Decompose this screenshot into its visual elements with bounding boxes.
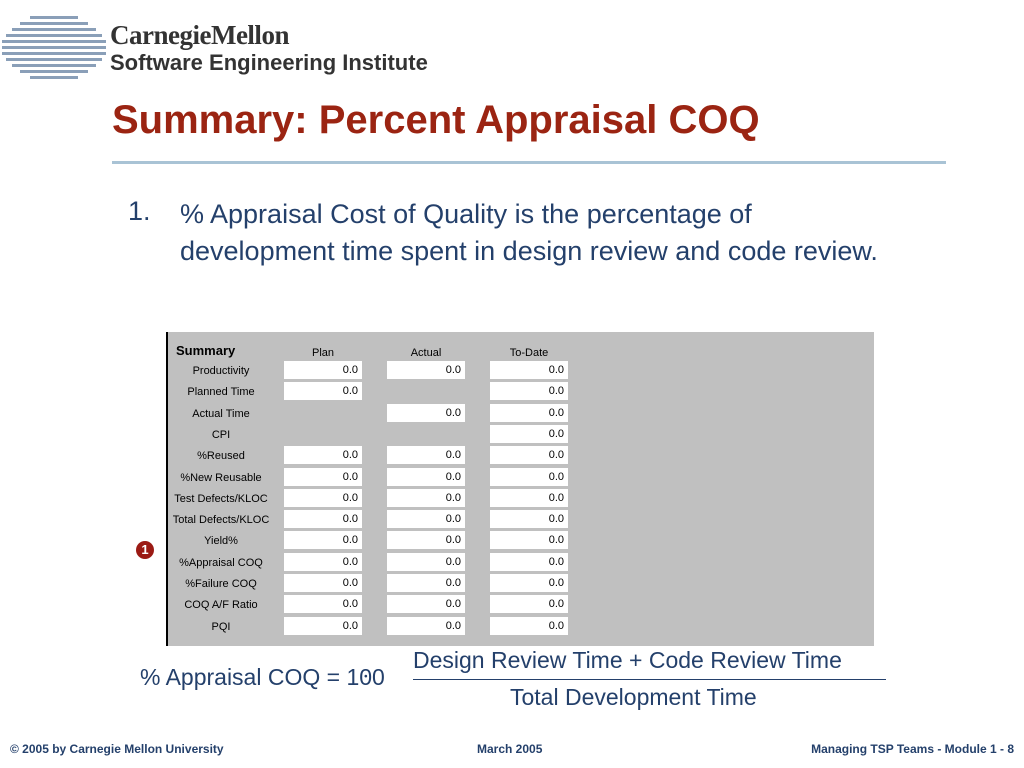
slide-title: Summary: Percent Appraisal COQ: [112, 98, 760, 142]
cell-todate[interactable]: 0.0: [490, 424, 568, 443]
cell-actual[interactable]: 0.0: [387, 361, 465, 379]
table-row: CPI 0.0: [168, 424, 588, 446]
cell-actual[interactable]: 0.0: [387, 531, 465, 550]
bullet-number: 1.: [128, 196, 151, 226]
cell-actual[interactable]: 0.0: [387, 446, 465, 465]
summary-table: Summary Plan Actual To-Date Productivity…: [166, 332, 874, 646]
cell-actual[interactable]: 0.0: [387, 552, 465, 571]
cell-actual[interactable]: 0.0: [387, 616, 465, 635]
row-label: COQ A/F Ratio: [184, 599, 258, 612]
bullet-text: % Appraisal Cost of Quality is the perce…: [180, 199, 878, 266]
cell-plan[interactable]: 0.0: [284, 574, 362, 592]
column-header-actual: Actual: [410, 347, 442, 359]
row-label: Actual Time: [192, 407, 250, 420]
cell-todate[interactable]: 0.0: [490, 403, 568, 422]
table-row: %Reused 0.0 0.0 0.0: [168, 446, 588, 467]
row-label: Yield%: [204, 535, 238, 548]
cell-todate[interactable]: 0.0: [490, 552, 568, 571]
formula-multiply: ·: [362, 664, 370, 689]
row-label: Test Defects/KLOC: [174, 492, 268, 505]
table-row: PQI 0.0 0.0 0.0: [168, 616, 588, 638]
logo-line1: CarnegieMellon: [110, 20, 289, 50]
table-row: Yield% 0.0 0.0 0.0: [168, 531, 588, 552]
logo-line2: Software Engineering Institute: [110, 50, 428, 75]
cell-actual[interactable]: 0.0: [387, 488, 465, 507]
cell-actual[interactable]: 0.0: [387, 510, 465, 529]
cell-actual[interactable]: 0.0: [387, 595, 465, 614]
cell-todate[interactable]: 0.0: [490, 382, 568, 401]
cell-todate[interactable]: 0.0: [490, 595, 568, 614]
table-row: %Failure COQ 0.0 0.0 0.0: [168, 574, 588, 595]
row-label: %Failure COQ: [185, 578, 257, 590]
cell-actual[interactable]: 0.0: [387, 467, 465, 486]
table-row: %Appraisal COQ 0.0 0.0 0.0: [168, 552, 588, 574]
table-row: Productivity 0.0 0.0 0.0: [168, 361, 588, 382]
table-row: COQ A/F Ratio 0.0 0.0 0.0: [168, 595, 588, 616]
cell-todate[interactable]: 0.0: [490, 531, 568, 550]
sei-logo-stripes-icon: [2, 16, 106, 79]
sei-logo: CarnegieMellon Software Engineering Inst…: [110, 20, 428, 76]
cell-plan[interactable]: 0.0: [284, 361, 362, 379]
summary-table-title: Summary: [176, 343, 236, 358]
cell-todate[interactable]: 0.0: [490, 467, 568, 486]
formula-numerator: Design Review Time + Code Review Time: [413, 647, 842, 673]
row-label: Productivity: [192, 365, 250, 377]
row-label: %Appraisal COQ: [179, 556, 263, 569]
formula-fraction-bar: [413, 679, 886, 680]
cell-todate[interactable]: 0.0: [490, 616, 568, 635]
cell-todate[interactable]: 0.0: [490, 510, 568, 529]
formula-denominator: Total Development Time: [510, 684, 757, 710]
cell-actual[interactable]: 0.0: [387, 403, 465, 422]
cell-plan[interactable]: 0.0: [284, 552, 362, 571]
cell-actual[interactable]: 0.0: [387, 574, 465, 592]
row-label: %New Reusable: [180, 471, 262, 484]
table-row: %New Reusable 0.0 0.0 0.0: [168, 467, 588, 489]
cell-todate[interactable]: 0.0: [490, 446, 568, 465]
table-row: Test Defects/KLOC 0.0 0.0 0.0: [168, 488, 588, 510]
cell-plan[interactable]: 0.0: [284, 510, 362, 529]
column-header-todate: To-Date: [509, 347, 549, 359]
cell-todate[interactable]: 0.0: [490, 488, 568, 507]
formula-lhs: % Appraisal COQ = 100: [140, 664, 385, 690]
cell-plan[interactable]: 0.0: [284, 446, 362, 465]
cell-plan[interactable]: 0.0: [284, 467, 362, 486]
cell-plan[interactable]: 0.0: [284, 531, 362, 550]
table-row: Planned Time 0.0 0.0: [168, 382, 588, 403]
row-label: PQI: [211, 620, 231, 633]
row-label: Total Defects/KLOC: [172, 514, 270, 527]
cell-plan[interactable]: 0.0: [284, 382, 362, 401]
callout-badge: 1: [136, 541, 154, 559]
row-label: %Reused: [197, 450, 245, 463]
cell-todate[interactable]: 0.0: [490, 361, 568, 379]
cell-plan[interactable]: 0.0: [284, 616, 362, 635]
cell-plan[interactable]: 0.0: [284, 595, 362, 614]
footer-copyright: © 2005 by Carnegie Mellon University: [10, 742, 224, 756]
title-divider: [112, 161, 946, 164]
cell-todate[interactable]: 0.0: [490, 574, 568, 592]
row-label: Planned Time: [187, 386, 255, 399]
footer-module: Managing TSP Teams - Module 1 - 8: [811, 742, 1014, 756]
table-row: Total Defects/KLOC 0.0 0.0 0.0: [168, 510, 588, 531]
cell-plan[interactable]: 0.0: [284, 488, 362, 507]
table-row: Actual Time 0.0 0.0: [168, 403, 588, 425]
row-label: CPI: [211, 428, 231, 441]
footer-date: March 2005: [477, 742, 543, 756]
column-header-plan: Plan: [311, 347, 335, 359]
